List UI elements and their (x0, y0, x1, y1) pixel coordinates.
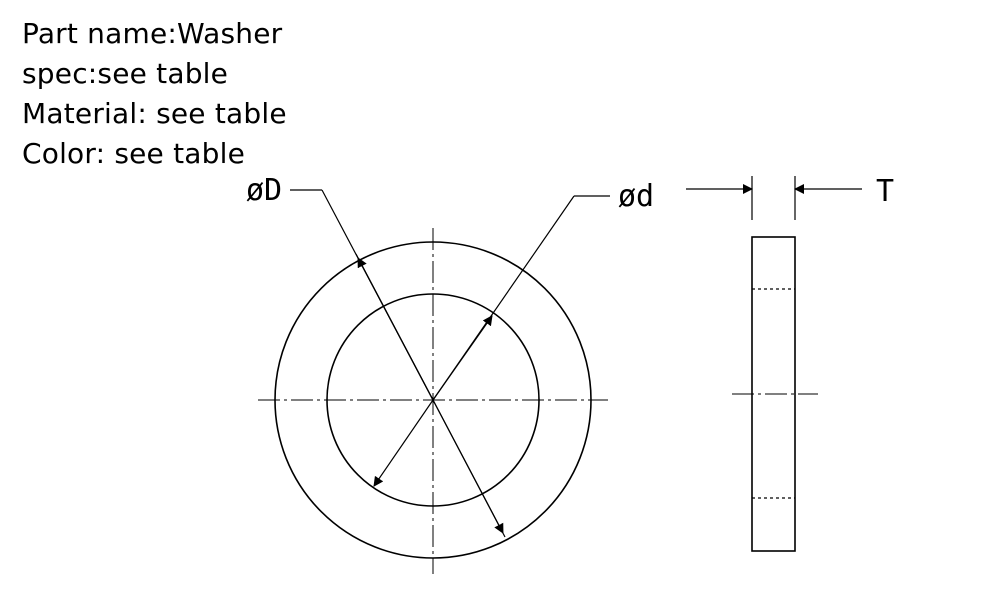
outer-diameter-dimension (290, 189, 506, 538)
inner-diameter-circle (326, 293, 540, 507)
inner-diameter-label: ød (618, 179, 654, 214)
outer-diameter-label: øD (246, 173, 282, 208)
side-view-hidden-lines (752, 288, 795, 499)
thickness-label: T (876, 174, 894, 209)
thickness-dimension (686, 176, 862, 220)
material-text: Material: see table (22, 97, 287, 130)
inner-diameter-arrowhead-upper (432, 315, 493, 401)
outer-diameter-arrowhead-lower (432, 399, 504, 534)
spec-text: spec:see table (22, 57, 229, 90)
part-name-text: Part name:Washer (22, 17, 283, 50)
outer-diameter-arrowhead-upper (357, 257, 434, 401)
color-text: Color: see table (22, 137, 246, 170)
inner-diameter-dimension (373, 195, 610, 487)
part-spec-block: Part name:Washer spec:see table Material… (22, 14, 287, 174)
inner-diameter-arrowhead-lower (373, 399, 434, 487)
outer-diameter-circle (274, 241, 592, 559)
